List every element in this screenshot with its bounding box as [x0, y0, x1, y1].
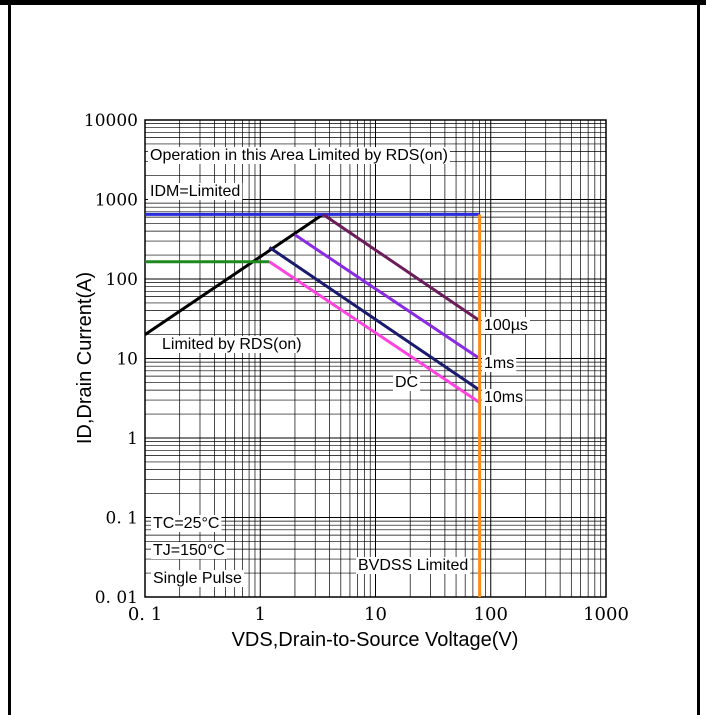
plot-area — [144, 119, 607, 598]
annotation-background — [482, 355, 517, 372]
annotation-text: 1ms — [484, 355, 514, 372]
y-tick-label: 1 — [127, 429, 138, 449]
annotation-text: DC — [395, 374, 418, 391]
series-line — [294, 233, 481, 360]
y-tick-label: 10000 — [84, 111, 138, 131]
annotation: DC — [393, 374, 421, 391]
y-tick-label: 0. 1 — [106, 509, 138, 529]
series-group — [144, 212, 482, 597]
series-line — [322, 213, 481, 322]
page-border-top — [0, 0, 706, 5]
annotation-text: TJ=150°C — [153, 542, 225, 559]
annotation-background — [356, 557, 471, 574]
series-line — [144, 213, 324, 336]
annotation-text: Limited by RDS(on) — [162, 336, 302, 353]
y-axis-label: ID,Drain Current(A) — [74, 272, 96, 444]
annotations: Operation in this Area Limited by RDS(on… — [148, 147, 530, 587]
annotation: 10ms — [482, 389, 526, 406]
annotation-text: BVDSS Limited — [358, 557, 468, 574]
annotation-background — [151, 515, 222, 532]
annotation: IDM=Limited — [148, 183, 243, 200]
annotation-text: TC=25°C — [153, 515, 219, 532]
annotation-background — [151, 570, 245, 587]
annotation: 1ms — [482, 355, 517, 372]
x-tick-label: 1000 — [583, 604, 629, 625]
y-tick-label: 0. 01 — [95, 588, 138, 608]
annotation-text: Single Pulse — [153, 570, 242, 587]
y-tick-label: 100 — [106, 270, 138, 290]
annotation-background — [482, 317, 530, 334]
page-border-left — [8, 5, 11, 715]
series-line — [268, 246, 481, 392]
annotation: BVDSS Limited — [356, 557, 471, 574]
x-axis-label: VDS,Drain-to-Source Voltage(V) — [232, 629, 519, 651]
x-tick-label: 100 — [474, 604, 508, 625]
annotation-text: 10ms — [484, 389, 523, 406]
annotation-background — [148, 147, 450, 164]
x-tick-label: 0. 1 — [128, 604, 162, 625]
annotation-background — [151, 542, 227, 559]
annotation: 100µs — [482, 317, 530, 334]
y-tick-label: 10 — [116, 350, 138, 370]
annotation: TC=25°C — [151, 515, 222, 532]
x-tick-label: 10 — [364, 604, 387, 625]
series-line — [268, 260, 481, 404]
annotation: Limited by RDS(on) — [160, 336, 304, 353]
annotation-background — [393, 374, 421, 391]
x-tick-label: 1 — [255, 604, 266, 625]
annotation-text: 100µs — [484, 317, 528, 334]
annotation: Operation in this Area Limited by RDS(on… — [148, 147, 450, 164]
annotation: Single Pulse — [151, 570, 245, 587]
annotation-background — [148, 183, 243, 200]
annotation-text: Operation in this Area Limited by RDS(on… — [150, 147, 448, 164]
annotation-background — [482, 389, 526, 406]
y-tick-label: 1000 — [95, 191, 138, 211]
page-border-right — [697, 5, 700, 715]
annotation-text: IDM=Limited — [150, 183, 240, 200]
annotation-background — [160, 336, 304, 353]
annotation: TJ=150°C — [151, 542, 227, 559]
